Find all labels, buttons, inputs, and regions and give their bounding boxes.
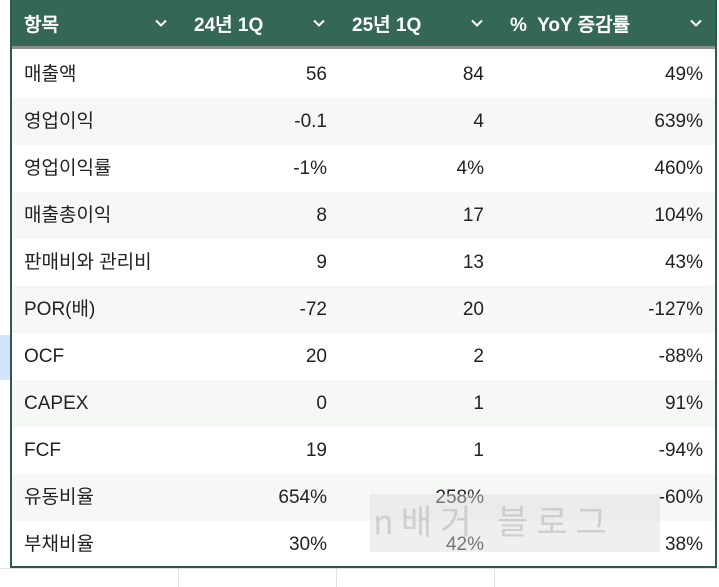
header-label: 항목 — [24, 14, 59, 36]
cell-25q1[interactable]: 17 — [462, 205, 484, 226]
table-row[interactable]: 영업이익 -0.1 4 639% — [12, 98, 715, 145]
cell-yoy[interactable]: 104% — [654, 205, 703, 226]
table-row[interactable]: 매출총이익 8 17 104% — [12, 192, 715, 239]
cell-24q1[interactable]: 30% — [288, 534, 327, 555]
chevron-down-icon[interactable] — [689, 16, 703, 30]
table-row[interactable]: 판매비와 관리비 9 13 43% — [12, 239, 715, 286]
cell-item[interactable]: 영업이익률 — [24, 158, 112, 179]
cell-25q1[interactable]: 42% — [445, 534, 484, 555]
cell-yoy[interactable]: 43% — [664, 252, 703, 273]
cell-item[interactable]: OCF — [24, 346, 65, 367]
cell-item[interactable]: 매출총이익 — [24, 205, 112, 226]
cell-item[interactable]: CAPEX — [24, 393, 89, 414]
cell-item[interactable]: 판매비와 관리비 — [24, 252, 152, 273]
table-row[interactable]: 영업이익률 -1% 4% 460% — [12, 145, 715, 192]
table-row[interactable]: OCF 20 2 -88% — [12, 333, 715, 380]
cell-25q1[interactable]: 84 — [462, 64, 484, 85]
cell-25q1[interactable]: 258% — [435, 487, 484, 508]
cell-24q1[interactable]: 654% — [278, 487, 327, 508]
cell-24q1[interactable]: -0.1 — [294, 111, 327, 132]
header-col-24q1[interactable]: 24년 1Q — [180, 0, 338, 46]
cell-25q1[interactable]: 4% — [456, 158, 484, 179]
cell-yoy[interactable]: 91% — [664, 393, 703, 414]
financial-table: 항목 24년 1Q 25년 1Q % YoY 증감률 매출액 56 84 49%… — [10, 0, 717, 568]
chevron-down-icon[interactable] — [312, 16, 326, 30]
cell-item[interactable]: 부채비율 — [24, 534, 94, 555]
header-label: % YoY 증감률 — [510, 14, 631, 36]
header-label: 25년 1Q — [352, 14, 422, 36]
table-row[interactable]: CAPEX 0 1 91% — [12, 380, 715, 427]
cell-yoy[interactable]: -60% — [658, 487, 703, 508]
cell-yoy[interactable]: -127% — [648, 299, 703, 320]
table-row[interactable]: 유동비율 654% 258% -60% — [12, 474, 715, 521]
header-col-25q1[interactable]: 25년 1Q — [338, 0, 496, 46]
cell-25q1[interactable]: 4 — [473, 111, 484, 132]
cell-25q1[interactable]: 13 — [462, 252, 484, 273]
cell-25q1[interactable]: 20 — [462, 299, 484, 320]
chevron-down-icon[interactable] — [154, 16, 168, 30]
cell-25q1[interactable]: 2 — [473, 346, 484, 367]
cell-24q1[interactable]: -1% — [293, 158, 327, 179]
cell-24q1[interactable]: 0 — [316, 393, 327, 414]
cell-24q1[interactable]: 8 — [316, 205, 327, 226]
cell-item[interactable]: 매출액 — [24, 64, 77, 85]
table-header-row: 항목 24년 1Q 25년 1Q % YoY 증감률 — [12, 0, 715, 49]
cell-24q1[interactable]: -72 — [299, 299, 327, 320]
cell-yoy[interactable]: 49% — [664, 64, 703, 85]
cell-yoy[interactable]: 38% — [664, 534, 703, 555]
cell-24q1[interactable]: 56 — [305, 64, 327, 85]
table-body: 매출액 56 84 49% 영업이익 -0.1 4 639% 영업이익률 -1%… — [12, 51, 715, 568]
cell-24q1[interactable]: 20 — [305, 346, 327, 367]
cell-24q1[interactable]: 19 — [305, 440, 327, 461]
header-col-item[interactable]: 항목 — [12, 0, 180, 46]
table-row[interactable]: 매출액 56 84 49% — [12, 51, 715, 98]
cell-25q1[interactable]: 1 — [473, 440, 484, 461]
cell-yoy[interactable]: -94% — [658, 440, 703, 461]
cell-item[interactable]: 유동비율 — [24, 487, 94, 508]
cell-item[interactable]: FCF — [24, 440, 61, 461]
cell-yoy[interactable]: 639% — [654, 111, 703, 132]
cell-item[interactable]: 영업이익 — [24, 111, 94, 132]
table-row[interactable]: FCF 19 1 -94% — [12, 427, 715, 474]
cell-yoy[interactable]: -88% — [658, 346, 703, 367]
cell-25q1[interactable]: 1 — [473, 393, 484, 414]
header-label: 24년 1Q — [194, 14, 264, 36]
row-selection-indicator — [0, 335, 10, 380]
cell-24q1[interactable]: 9 — [316, 252, 327, 273]
header-col-yoy[interactable]: % YoY 증감률 — [496, 0, 715, 46]
chevron-down-icon[interactable] — [470, 16, 484, 30]
cell-yoy[interactable]: 460% — [654, 158, 703, 179]
cell-item[interactable]: POR(배) — [24, 299, 96, 320]
table-row[interactable]: POR(배) -72 20 -127% — [12, 286, 715, 333]
grid-row-line — [0, 568, 719, 569]
table-row[interactable]: 부채비율 30% 42% 38% — [12, 521, 715, 568]
